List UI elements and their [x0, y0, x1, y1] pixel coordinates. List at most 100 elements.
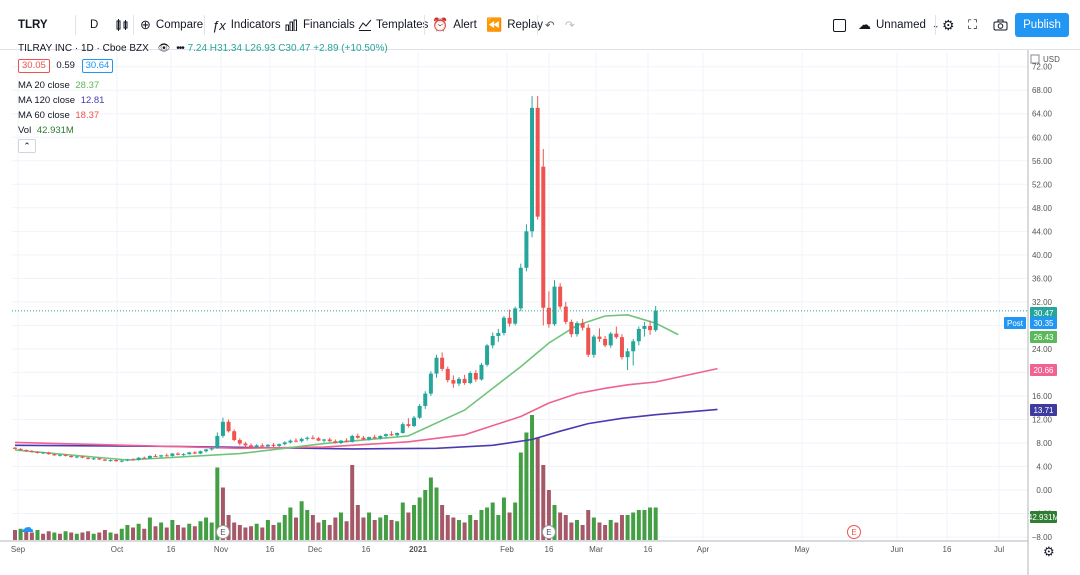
price-tick-label: 52.00 — [1032, 180, 1053, 189]
chart-style-button[interactable] — [115, 13, 129, 37]
ma20-line — [14, 313, 679, 461]
candle-body — [648, 325, 653, 331]
settings-button[interactable]: ⚙ — [942, 13, 955, 37]
volume-bar — [198, 521, 203, 540]
candle-body — [625, 351, 630, 358]
volume-bar — [271, 525, 276, 540]
candle-body — [338, 440, 343, 443]
camera-icon — [993, 19, 1008, 31]
candle-body — [569, 321, 574, 335]
volume-bars — [13, 415, 658, 540]
fullscreen-toggle-button[interactable] — [833, 13, 846, 37]
candle-body — [153, 455, 158, 457]
candle-body — [591, 336, 596, 355]
volume-bar — [569, 522, 574, 540]
candle-body — [18, 448, 23, 451]
candle-body — [277, 444, 282, 446]
volume-bar — [316, 522, 321, 540]
volume-bar — [642, 510, 647, 540]
templates-icon — [358, 19, 372, 31]
candle-body — [114, 460, 119, 462]
volume-bar — [41, 533, 46, 540]
candle-body — [614, 333, 619, 338]
alert-button[interactable]: ⏰ Alert — [432, 13, 477, 37]
volume-bar — [277, 522, 282, 540]
price-tick-label: 68.00 — [1032, 86, 1053, 95]
indicators-button[interactable]: ƒx Indicators — [212, 13, 281, 37]
redo-button[interactable]: ↷ — [565, 13, 575, 37]
volume-bar — [108, 532, 113, 540]
earnings-marker — [847, 525, 861, 539]
volume-bar — [69, 532, 74, 540]
volume-bar — [412, 505, 417, 540]
toolbar-divider — [204, 15, 205, 35]
ma60-label: MA 60 close — [18, 110, 70, 121]
ma20-legend[interactable]: MA 20 close 28.37 — [18, 80, 99, 91]
candle-body — [406, 424, 411, 426]
time-tick-label: 16 — [644, 545, 653, 554]
interval-button[interactable]: D — [90, 19, 99, 31]
volume-bar — [170, 520, 175, 540]
fullscreen-button[interactable]: ⛶ — [968, 13, 977, 37]
fx-icon: ƒx — [212, 17, 226, 33]
time-tick-label: Jul — [994, 545, 1004, 554]
undo-button[interactable]: ↶ — [545, 13, 555, 37]
candle-body — [147, 455, 152, 459]
volume-legend[interactable]: Vol 42.931M — [18, 125, 74, 136]
volume-bar — [299, 501, 304, 540]
candle-body — [575, 323, 579, 335]
candle-body — [490, 335, 495, 346]
volume-bar — [310, 515, 315, 540]
alarm-clock-icon: ⏰ — [432, 17, 449, 32]
candle-body — [445, 368, 450, 381]
candle-body — [619, 337, 624, 358]
time-tick-label: Jun — [891, 545, 904, 554]
volume-bar — [86, 531, 91, 540]
candle-body — [187, 452, 192, 455]
price-tick-label: 44.00 — [1032, 227, 1053, 236]
currency-lock-icon — [1030, 54, 1040, 64]
snapshot-button[interactable] — [993, 13, 1008, 37]
price-tick-label: 72.00 — [1032, 63, 1053, 72]
candle-body — [333, 441, 338, 443]
bid-price[interactable]: 30.05 — [18, 59, 50, 73]
volume-bar — [226, 515, 231, 540]
volume-bar — [513, 502, 518, 540]
financials-button[interactable]: Financials — [285, 13, 355, 37]
publish-button[interactable]: Publish — [1015, 13, 1069, 37]
collapse-legend-button[interactable]: ⌃ — [18, 139, 36, 153]
candle-body — [541, 166, 546, 308]
gear-icon[interactable]: ⚙ — [1043, 544, 1055, 559]
ask-price[interactable]: 30.64 — [81, 59, 114, 73]
candle-body — [288, 440, 293, 443]
candle-body — [468, 373, 473, 384]
bar-chart-icon — [285, 19, 297, 31]
eye-icon[interactable]: 👁 — [157, 43, 171, 54]
ma60-line — [14, 367, 718, 450]
legend-ohlc: 7.24 H31.34 L26.93 C30.47 +2.89 (+10.50%… — [187, 43, 388, 54]
time-tick-label: Apr — [697, 545, 710, 554]
ma60-value: 18.37 — [75, 110, 100, 121]
volume-bar — [608, 520, 613, 540]
volume-bar — [153, 526, 158, 540]
more-icon[interactable]: ••• — [176, 43, 184, 54]
compare-button[interactable]: ⊕ Compare — [140, 13, 203, 37]
volume-bar — [361, 517, 366, 540]
candle-body — [102, 459, 107, 461]
volume-bar — [518, 452, 523, 540]
price-tick-label: 56.00 — [1032, 157, 1053, 166]
candle-body — [327, 439, 332, 442]
ma60-legend[interactable]: MA 60 close 18.37 — [18, 110, 99, 121]
ma120-legend[interactable]: MA 120 close 12.81 — [18, 95, 104, 106]
candle-body — [131, 459, 136, 461]
price-label-badge — [1030, 307, 1057, 319]
candle-body — [108, 460, 113, 462]
alert-label: Alert — [453, 19, 477, 31]
replay-button[interactable]: ⏪ Replay — [486, 13, 543, 37]
volume-bar — [631, 512, 636, 540]
symbol-search[interactable]: TLRY — [18, 19, 48, 31]
post-market-badge — [1004, 317, 1026, 329]
volume-bar — [575, 520, 579, 540]
templates-button[interactable]: Templates — [358, 13, 428, 37]
